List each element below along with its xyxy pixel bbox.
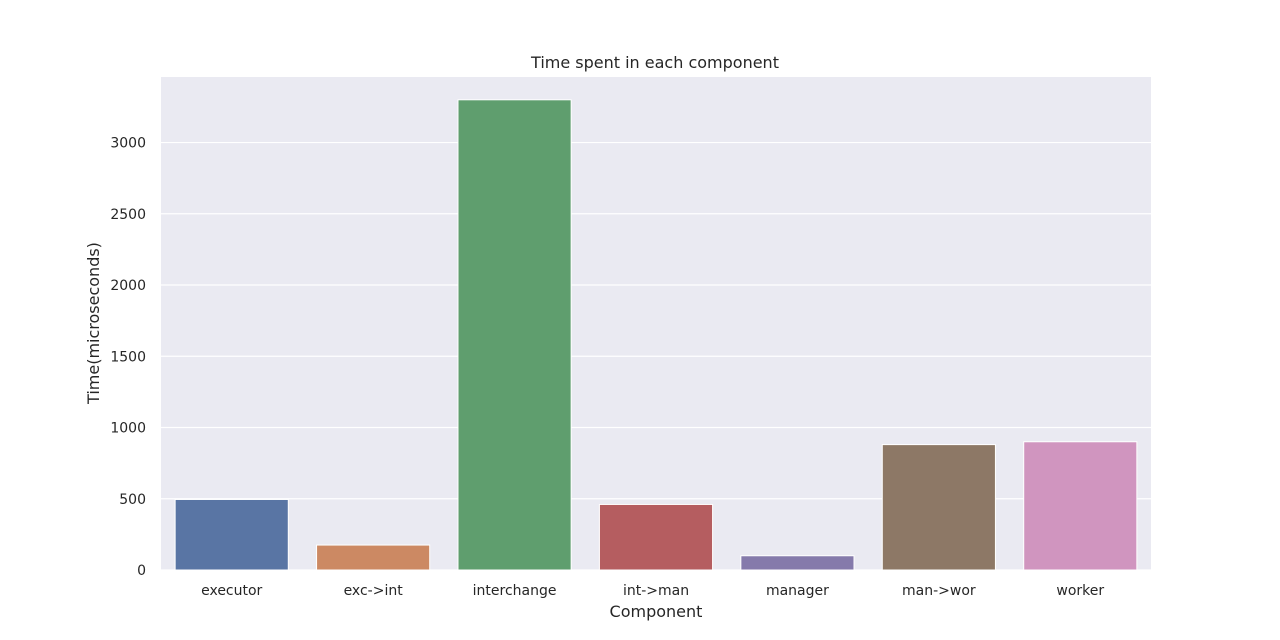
y-axis-label: Time(microseconds) [84,242,103,405]
bar-int-man [598,503,714,571]
y-tick-label: 2500 [110,207,146,223]
x-axis-label: Component [610,602,703,621]
x-tick-label: executor [201,583,262,599]
y-tick-label: 1500 [110,349,146,365]
y-tick-label: 2000 [110,278,146,294]
x-tick-label: worker [1056,583,1104,599]
bar-man-wor [881,444,996,571]
y-tick-label: 1000 [110,421,146,437]
y-tick-label: 500 [119,492,146,508]
x-axis-ticks: executor exc->int interchange int->man manag… [201,583,1104,599]
y-tick-label: 0 [137,563,146,579]
x-tick-label: manager [766,583,829,599]
bars [174,99,1138,571]
chart-title: Time spent in each component [530,53,779,72]
plot-background [161,77,1151,570]
x-tick-label: exc->int [344,583,404,599]
x-tick-label: int->man [623,583,689,599]
y-tick-label: 3000 [110,136,146,152]
gridlines [161,141,1151,571]
x-tick-label: interchange [473,583,557,599]
bar-manager [740,555,855,571]
y-axis-ticks: 0 500 1000 1500 2000 2500 3000 [110,136,146,579]
bar-interchange [457,99,572,571]
bar-executor [174,498,289,571]
bar-exc-int [316,544,431,571]
x-tick-label: man->wor [902,583,976,599]
bar-worker [1023,441,1138,571]
